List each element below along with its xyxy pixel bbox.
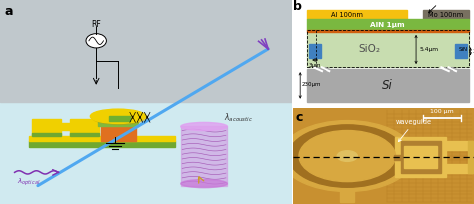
Bar [468,141,473,173]
Circle shape [280,121,414,192]
Circle shape [288,125,406,187]
Text: Si: Si [382,79,392,92]
Text: c: c [296,111,303,123]
Text: b: b [293,0,302,13]
Bar [32,119,61,136]
Bar [181,126,228,186]
Bar [394,155,401,160]
Bar [401,141,440,173]
Bar [308,30,469,32]
Text: 230μm: 230μm [302,82,321,87]
Bar [100,126,136,141]
Text: 3μm: 3μm [472,49,474,54]
Text: 3μm: 3μm [308,63,321,68]
Bar [32,133,61,136]
Bar [455,44,467,58]
Bar [308,10,407,19]
Bar [46,123,82,130]
Text: RF: RF [91,20,101,29]
Text: Mo 100nm: Mo 100nm [428,12,464,18]
Text: 100 μm: 100 μm [430,109,454,114]
Bar [308,30,469,67]
Bar [70,119,99,136]
Text: 5.4μm: 5.4μm [419,47,439,52]
Bar [109,116,130,121]
Bar [0,0,292,102]
Text: waveguide: waveguide [396,119,432,142]
Bar [340,190,355,202]
Bar [309,44,321,58]
Text: $\lambda_\mathregular{acoustic}$: $\lambda_\mathregular{acoustic}$ [225,111,254,124]
Circle shape [337,151,357,161]
Bar [308,69,469,102]
Polygon shape [0,102,292,204]
Bar [395,137,446,177]
Bar [308,32,469,67]
Bar [446,141,473,150]
Bar [446,164,473,173]
Text: AlN 1μm: AlN 1μm [370,22,404,28]
Bar [29,141,175,147]
Ellipse shape [181,122,228,131]
Bar [404,146,437,167]
Bar [308,19,469,30]
Text: Al 100nm: Al 100nm [331,12,363,18]
Ellipse shape [92,110,147,124]
Text: $\lambda_\mathregular{optical}$: $\lambda_\mathregular{optical}$ [18,176,41,188]
Text: a: a [4,5,13,18]
Ellipse shape [91,109,146,123]
Bar [98,121,138,126]
Text: SiO₂: SiO₂ [358,44,380,54]
Circle shape [299,131,395,182]
Text: SiN: SiN [459,47,468,52]
Bar [423,10,469,19]
Ellipse shape [181,180,228,188]
Bar [29,136,175,141]
Circle shape [86,34,106,48]
Bar [70,133,99,136]
